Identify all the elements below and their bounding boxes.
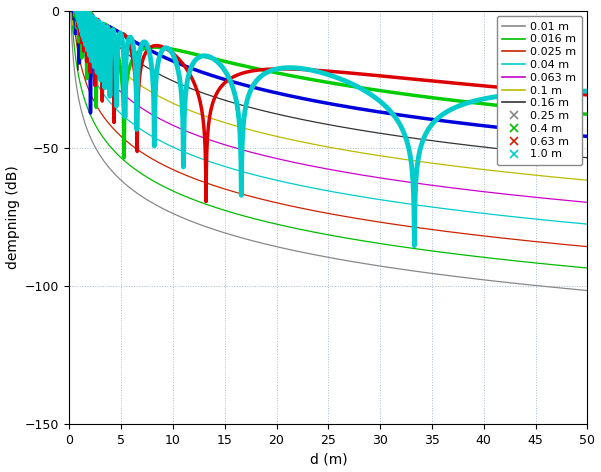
- 0.4 m: [478, 101, 485, 106]
- 0.16 m: [395, 133, 402, 139]
- 0.63 m: [254, 67, 261, 73]
- 0.4 m: [254, 66, 261, 72]
- 1.0 m: [92, 17, 99, 22]
- 0.63 m: [92, 40, 99, 46]
- 0.25 m: [92, 27, 99, 33]
- 0.63 m: [395, 75, 402, 81]
- Line: 0.16 m: 0.16 m: [70, 0, 587, 158]
- 0.016 m: [478, 254, 485, 260]
- Line: 0.025 m: 0.025 m: [70, 0, 587, 247]
- 0.063 m: [92, 57, 99, 63]
- 0.1 m: [478, 167, 485, 172]
- X-axis label: d (m): d (m): [310, 453, 347, 466]
- 0.16 m: [478, 144, 485, 150]
- 1.0 m: [584, 88, 591, 94]
- 0.63 m: [478, 83, 485, 88]
- Line: 0.04 m: 0.04 m: [70, 0, 587, 224]
- 0.04 m: [478, 211, 485, 216]
- 0.16 m: [450, 141, 457, 146]
- 0.01 m: [478, 277, 485, 282]
- 0.025 m: [584, 244, 591, 250]
- 0.04 m: [450, 207, 457, 213]
- 1.0 m: [254, 77, 261, 83]
- 0.04 m: [395, 200, 402, 205]
- 0.025 m: [254, 195, 261, 201]
- 0.4 m: [450, 98, 457, 103]
- 0.025 m: [478, 233, 485, 238]
- 1.0 m: [478, 97, 485, 102]
- 0.04 m: [92, 79, 99, 85]
- Line: 0.1 m: 0.1 m: [70, 0, 587, 180]
- 0.063 m: [373, 175, 380, 180]
- 0.1 m: [395, 156, 402, 161]
- Line: 0.4 m: 0.4 m: [70, 0, 587, 158]
- Line: 0.01 m: 0.01 m: [70, 0, 587, 291]
- 0.16 m: [92, 17, 99, 23]
- 0.01 m: [92, 145, 99, 151]
- Line: 0.016 m: 0.016 m: [70, 0, 587, 268]
- Y-axis label: dempning (dB): dempning (dB): [5, 166, 20, 269]
- 0.025 m: [395, 222, 402, 228]
- 1.0 m: [395, 119, 402, 125]
- 0.016 m: [254, 217, 261, 222]
- 0.4 m: [395, 91, 402, 96]
- 0.01 m: [584, 288, 591, 294]
- Line: 0.25 m: 0.25 m: [70, 0, 587, 136]
- Line: 0.063 m: 0.063 m: [70, 0, 587, 202]
- 0.063 m: [584, 200, 591, 205]
- 0.1 m: [373, 152, 380, 158]
- Line: 1.0 m: 1.0 m: [70, 0, 587, 246]
- 0.016 m: [395, 244, 402, 249]
- 0.025 m: [373, 219, 380, 224]
- 0.1 m: [450, 163, 457, 169]
- 0.16 m: [373, 130, 380, 135]
- 0.01 m: [373, 262, 380, 268]
- 1.0 m: [450, 105, 457, 111]
- 0.16 m: [254, 106, 261, 112]
- 0.01 m: [450, 273, 457, 279]
- 0.25 m: [450, 119, 457, 125]
- 0.25 m: [584, 134, 591, 139]
- 0.016 m: [373, 240, 380, 246]
- 0.025 m: [92, 101, 99, 107]
- 1.0 m: [410, 243, 418, 249]
- 0.016 m: [584, 265, 591, 271]
- 0.25 m: [254, 85, 261, 91]
- 0.25 m: [373, 109, 380, 114]
- Legend: 0.01 m, 0.016 m, 0.025 m, 0.04 m, 0.063 m, 0.1 m, 0.16 m, 0.25 m, 0.4 m, 0.63 m,: 0.01 m, 0.016 m, 0.025 m, 0.04 m, 0.063 …: [497, 16, 582, 165]
- 0.063 m: [478, 188, 485, 194]
- 0.04 m: [254, 173, 261, 178]
- 1.0 m: [373, 95, 380, 101]
- 0.04 m: [584, 221, 591, 227]
- 0.063 m: [254, 151, 261, 157]
- 0.63 m: [450, 80, 457, 86]
- 0.1 m: [92, 36, 99, 42]
- 0.063 m: [450, 185, 457, 191]
- 0.4 m: [584, 111, 591, 117]
- 0.016 m: [92, 123, 99, 128]
- 0.025 m: [450, 229, 457, 235]
- 0.1 m: [254, 129, 261, 135]
- 0.63 m: [373, 73, 380, 78]
- 0.16 m: [584, 155, 591, 160]
- 0.4 m: [121, 155, 128, 160]
- Line: 0.63 m: 0.63 m: [70, 0, 587, 202]
- 0.63 m: [584, 92, 591, 98]
- 0.04 m: [373, 196, 380, 202]
- 0.01 m: [254, 239, 261, 245]
- 0.01 m: [395, 266, 402, 272]
- 0.25 m: [395, 112, 402, 118]
- 0.016 m: [450, 251, 457, 257]
- 0.063 m: [395, 178, 402, 184]
- 0.4 m: [373, 87, 380, 93]
- 0.25 m: [478, 123, 485, 128]
- 0.4 m: [92, 67, 99, 73]
- 0.1 m: [584, 177, 591, 183]
- 0.63 m: [203, 199, 210, 204]
